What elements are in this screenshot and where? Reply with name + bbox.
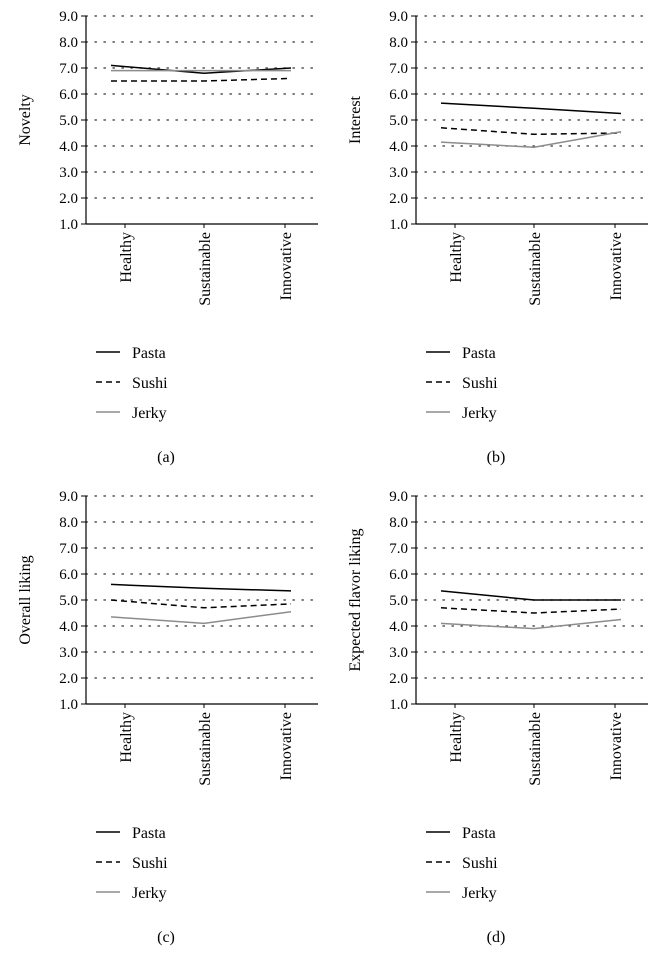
series-line-pasta xyxy=(110,64,292,74)
series-line-sushi xyxy=(110,599,292,609)
series-line-jerky xyxy=(440,618,622,630)
y-tick-label: 6.0 xyxy=(59,87,78,103)
y-tick-label: 4.0 xyxy=(59,619,78,635)
y-tick-label: 4.0 xyxy=(389,619,408,635)
legend-label-jerky: Jerky xyxy=(462,405,497,422)
series-line-sushi xyxy=(440,127,622,136)
y-tick-label: 8.0 xyxy=(389,515,408,531)
series-line-jerky xyxy=(440,130,622,149)
panel-label: (a) xyxy=(157,449,175,466)
y-tick-label: 6.0 xyxy=(389,87,408,103)
legend-label-sushi: Sushi xyxy=(462,855,498,872)
x-tick-label: Sustainable xyxy=(527,712,544,786)
series-line-jerky xyxy=(110,610,292,625)
x-tick-label: Innovative xyxy=(608,232,625,300)
x-tick-label: Sustainable xyxy=(527,232,544,306)
x-tick-label: Healthy xyxy=(118,712,135,763)
y-tick-label: 7.0 xyxy=(389,61,408,77)
y-tick-label: 1.0 xyxy=(389,697,408,713)
legend-label-pasta: Pasta xyxy=(132,345,166,362)
legend-label-pasta: Pasta xyxy=(462,345,496,362)
y-tick-label: 2.0 xyxy=(389,191,408,207)
x-tick-label: Healthy xyxy=(448,712,465,763)
y-tick-label: 9.0 xyxy=(389,489,408,505)
chart-panel-a: 1.0 2.0 3.0 4.0 5.0 6.0 7.0 8.0 9.0 Novelty Health… xyxy=(17,9,319,466)
y-axis-title: Expected flavor liking xyxy=(347,528,364,671)
y-tick-label: 3.0 xyxy=(389,645,408,661)
legend-label-sushi: Sushi xyxy=(462,375,498,392)
series-line-sushi xyxy=(111,77,292,82)
series-line-pasta xyxy=(110,583,292,592)
panel-label: (b) xyxy=(487,449,506,466)
x-tick-label: Healthy xyxy=(118,232,135,283)
legend-label-pasta: Pasta xyxy=(132,825,166,842)
legend-label-pasta: Pasta xyxy=(462,825,496,842)
y-tick-label: 5.0 xyxy=(389,593,408,609)
x-tick-label: Innovative xyxy=(278,232,295,300)
x-tick-label: Innovative xyxy=(278,712,295,780)
y-tick-label: 9.0 xyxy=(59,9,78,25)
y-tick-label: 1.0 xyxy=(59,697,78,713)
y-tick-label: 7.0 xyxy=(389,541,408,557)
chart-panel-c: 1.0 2.0 3.0 4.0 5.0 6.0 7.0 8.0 9.0 Overall likin… xyxy=(17,489,319,946)
y-tick-label: 4.0 xyxy=(389,139,408,155)
y-tick-label: 4.0 xyxy=(59,139,78,155)
y-tick-label: 7.0 xyxy=(59,541,78,557)
y-tick-label: 9.0 xyxy=(59,489,78,505)
panel-label: (d) xyxy=(487,929,506,946)
y-axis-title: Overall liking xyxy=(17,555,34,644)
y-tick-label: 2.0 xyxy=(59,671,78,687)
y-tick-label: 6.0 xyxy=(59,567,78,583)
y-tick-label: 8.0 xyxy=(59,35,78,51)
y-tick-label: 2.0 xyxy=(389,671,408,687)
x-tick-label: Innovative xyxy=(608,712,625,780)
legend-label-sushi: Sushi xyxy=(132,375,168,392)
y-tick-label: 9.0 xyxy=(389,9,408,25)
x-tick-label: Sustainable xyxy=(197,232,214,306)
chart-panel-d: 1.0 2.0 3.0 4.0 5.0 6.0 7.0 8.0 9.0 Expected flav… xyxy=(347,489,649,946)
legend-label-jerky: Jerky xyxy=(132,885,167,902)
chart-panel-b: 1.0 2.0 3.0 4.0 5.0 6.0 7.0 8.0 9.0 Interest Healt… xyxy=(347,9,649,466)
y-tick-label: 8.0 xyxy=(389,35,408,51)
y-tick-label: 3.0 xyxy=(389,165,408,181)
legend-label-jerky: Jerky xyxy=(462,885,497,902)
y-axis-title: Interest xyxy=(347,95,364,144)
panel-label: (c) xyxy=(157,929,175,946)
x-tick-label: Sustainable xyxy=(197,712,214,786)
y-tick-label: 3.0 xyxy=(59,645,78,661)
series-line-pasta xyxy=(440,590,621,601)
y-tick-label: 5.0 xyxy=(59,593,78,609)
y-tick-label: 5.0 xyxy=(59,113,78,129)
y-tick-label: 7.0 xyxy=(59,61,78,77)
x-tick-label: Healthy xyxy=(448,232,465,283)
y-tick-label: 6.0 xyxy=(389,567,408,583)
series-line-pasta xyxy=(440,102,622,115)
legend-label-sushi: Sushi xyxy=(132,855,168,872)
y-tick-label: 3.0 xyxy=(59,165,78,181)
series-line-sushi xyxy=(440,607,622,614)
y-tick-label: 2.0 xyxy=(59,191,78,207)
y-tick-label: 8.0 xyxy=(59,515,78,531)
y-tick-label: 1.0 xyxy=(389,217,408,233)
y-tick-label: 1.0 xyxy=(59,217,78,233)
y-tick-label: 5.0 xyxy=(389,113,408,129)
y-axis-title: Novelty xyxy=(17,94,34,146)
legend-label-jerky: Jerky xyxy=(132,405,167,422)
